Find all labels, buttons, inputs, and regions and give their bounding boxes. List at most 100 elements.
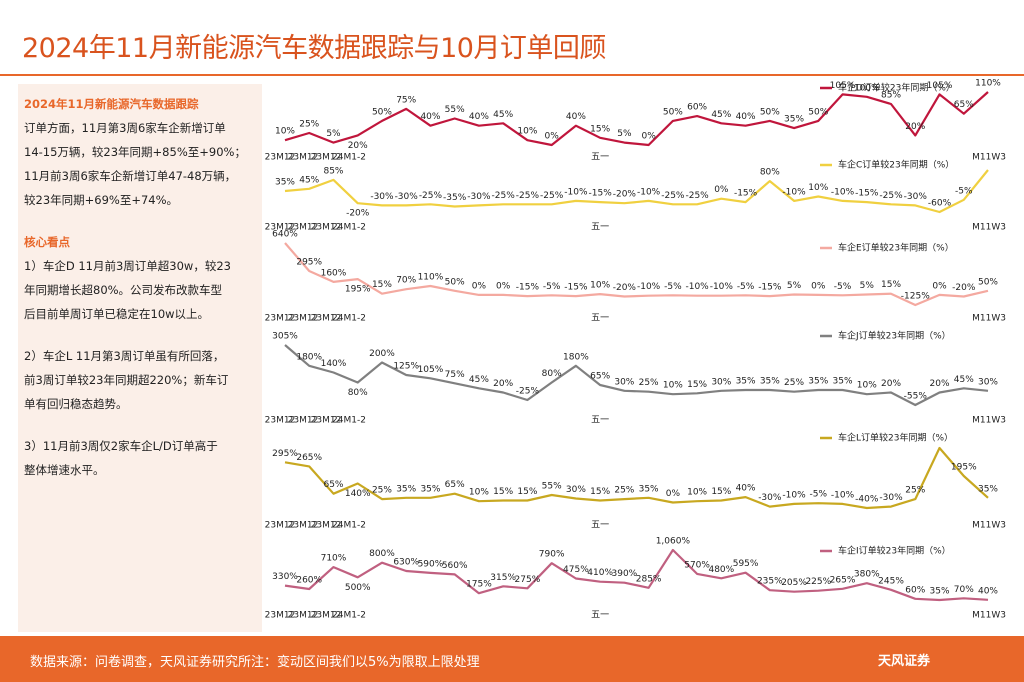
data-label: 55% xyxy=(542,482,562,492)
data-label: -20% xyxy=(613,190,637,200)
data-label: 50% xyxy=(372,107,392,117)
data-label: -10% xyxy=(637,282,661,292)
slide-title: 2024年11月新能源汽车数据跟踪与10月订单回顾 xyxy=(22,33,606,64)
data-label: 15% xyxy=(517,487,537,497)
data-label: -5% xyxy=(955,186,973,196)
data-label: 75% xyxy=(445,370,465,380)
data-label: -25% xyxy=(516,387,540,397)
data-label: 630% xyxy=(393,557,419,567)
x-tick-label: 23M12 xyxy=(265,314,296,324)
data-label: 40% xyxy=(736,484,756,494)
data-label: 330% xyxy=(272,572,298,582)
data-label: 5% xyxy=(617,129,632,139)
data-label: -25% xyxy=(516,191,540,201)
x-tick-label: 24M1-2 xyxy=(332,314,366,324)
x-tick-label: 23M12 xyxy=(311,223,342,233)
x-tick-label: 24M1-2 xyxy=(332,521,366,531)
data-label: 40% xyxy=(736,112,756,122)
data-label: 800% xyxy=(369,549,395,559)
series-line xyxy=(284,91,989,147)
data-label: 65% xyxy=(590,372,610,382)
x-tick-label: 23M12 xyxy=(265,223,296,233)
x-tick-label: 五一 xyxy=(591,611,609,621)
data-label: -25% xyxy=(879,191,903,201)
data-label: 45% xyxy=(299,175,319,185)
panel-heading: 2024年11月新能源汽车数据跟踪 xyxy=(24,97,199,111)
data-label: 65% xyxy=(445,480,465,490)
data-label: 85% xyxy=(323,166,343,176)
data-label: 560% xyxy=(442,561,468,571)
data-label: 35% xyxy=(930,587,950,597)
data-label: 110% xyxy=(418,272,444,282)
data-label: 35% xyxy=(275,178,295,188)
data-label: -30% xyxy=(904,192,928,202)
data-label: 125% xyxy=(393,362,419,372)
data-label: 245% xyxy=(878,576,904,586)
data-label: 10% xyxy=(517,127,537,137)
panel-line: 年同期增长超80%。公司发布改款车型 xyxy=(24,283,223,297)
data-label: 480% xyxy=(708,565,734,575)
data-label: 710% xyxy=(321,554,347,564)
data-label: 105% xyxy=(830,81,856,91)
data-label: 70% xyxy=(396,276,416,286)
data-label: 205% xyxy=(781,578,807,588)
panel-line: 1）车企D 11月前3周订单超30w，较23 xyxy=(24,259,231,273)
data-label: 40% xyxy=(469,112,489,122)
data-label: 25% xyxy=(639,378,659,388)
data-label: 15% xyxy=(881,280,901,290)
data-label: -30% xyxy=(370,192,394,202)
data-label: 20% xyxy=(930,379,950,389)
data-label: 100% xyxy=(854,83,880,93)
data-label: -15% xyxy=(589,189,613,199)
data-label: 50% xyxy=(760,107,780,117)
data-label: 0% xyxy=(932,281,947,291)
data-label: -10% xyxy=(782,490,806,500)
x-tick-label: 23M12 xyxy=(311,611,342,621)
data-label: 50% xyxy=(978,277,998,287)
data-label: 25% xyxy=(905,486,925,496)
data-label: 45% xyxy=(469,375,489,385)
data-label: -5% xyxy=(810,490,828,500)
charts: 10% 25% 5% 20% 50% 75% 40% 55% 40% 45% 10% 0% 40% 15%… xyxy=(265,79,1006,621)
x-tick-label: 五一 xyxy=(591,314,609,324)
data-label: 110% xyxy=(975,79,1001,89)
data-label: -5% xyxy=(834,282,852,292)
data-label: -40% xyxy=(855,495,879,505)
data-label: 35% xyxy=(808,377,828,387)
data-label: 390% xyxy=(612,569,638,579)
panel-line: 后目前单周订单已稳定在10w以上。 xyxy=(24,307,210,321)
data-label: 275% xyxy=(515,575,541,585)
data-label: 35% xyxy=(420,484,440,494)
data-label: 0% xyxy=(472,281,487,291)
data-label: -30% xyxy=(395,192,419,202)
x-tick-label: 23M12 xyxy=(265,611,296,621)
data-label: -25% xyxy=(661,191,685,201)
data-label: 10% xyxy=(663,381,683,391)
data-label: -55% xyxy=(904,392,928,402)
data-label: 85% xyxy=(881,91,901,101)
data-label: 35% xyxy=(760,377,780,387)
data-label: 0% xyxy=(641,132,656,142)
data-label: -5% xyxy=(664,282,682,292)
data-label: 30% xyxy=(978,377,998,387)
data-label: 20% xyxy=(348,141,368,151)
x-tick-label: M11W3 xyxy=(972,611,1006,621)
x-tick-label: 24M1-2 xyxy=(332,611,366,621)
data-label: -25% xyxy=(540,191,564,201)
data-label: -20% xyxy=(952,283,976,293)
data-label: 75% xyxy=(396,95,416,105)
data-label: 175% xyxy=(466,580,492,590)
data-label: 570% xyxy=(684,560,710,570)
data-label: -15% xyxy=(855,189,879,199)
data-label: 55% xyxy=(445,105,465,115)
data-label: 200% xyxy=(369,349,395,359)
footer-text: 数据来源：问卷调查，天风证券研究所注：变动区间我们以5%为限取上限处理 xyxy=(30,655,480,670)
data-label: 10% xyxy=(590,281,610,291)
data-label: 160% xyxy=(321,268,347,278)
panel-line: 3）11月前3周仅2家车企L/D订单高于 xyxy=(24,439,218,453)
x-tick-label: 五一 xyxy=(591,223,609,233)
data-label: 180% xyxy=(296,352,322,362)
data-label: 295% xyxy=(272,449,298,459)
data-label: 10% xyxy=(687,488,707,498)
series-line xyxy=(284,242,989,307)
